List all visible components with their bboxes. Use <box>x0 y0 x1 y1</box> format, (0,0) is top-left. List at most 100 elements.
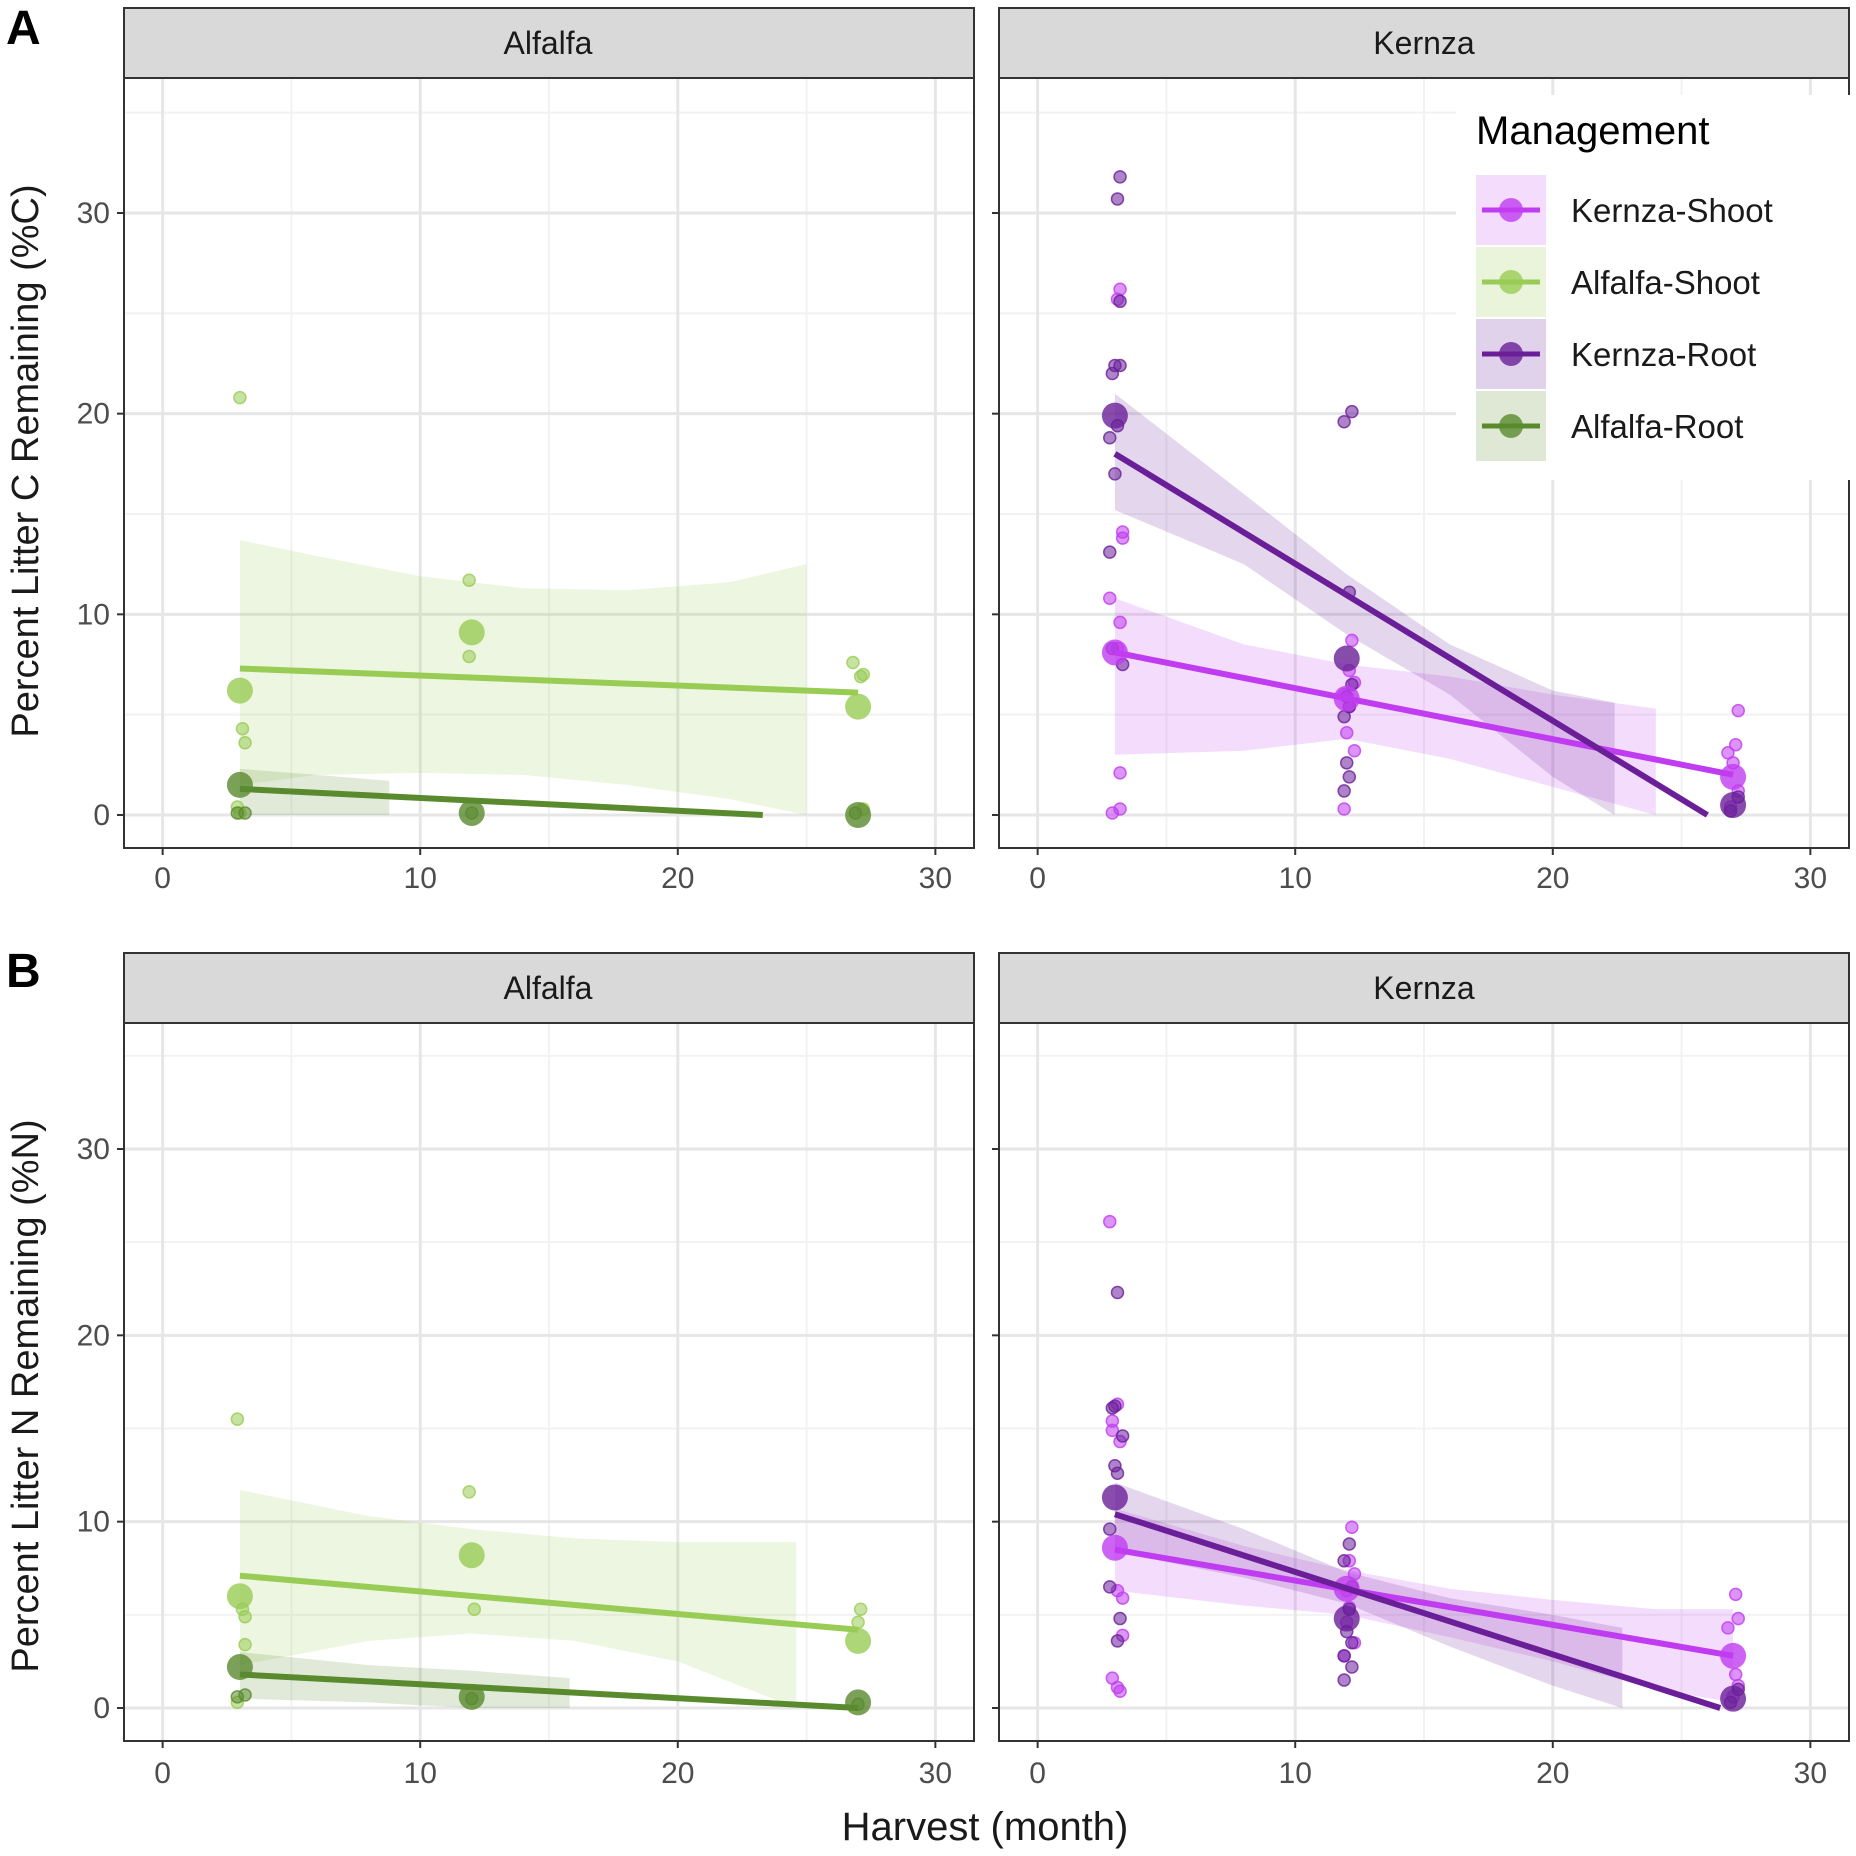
data-point-kernza-shoot <box>1105 1423 1120 1438</box>
mean-point-kernza-root <box>1101 402 1128 429</box>
mean-point-alfalfa-shoot <box>226 1583 253 1610</box>
mean-point-alfalfa-shoot <box>458 619 485 646</box>
y-tick-label: 20 <box>77 1319 110 1352</box>
data-point-kernza-shoot <box>1345 1520 1359 1535</box>
data-point-kernza-shoot <box>1115 1591 1130 1605</box>
data-point-kernza-root <box>1103 545 1117 559</box>
y-tick-label: 0 <box>93 799 110 832</box>
mean-point-alfalfa-root <box>226 771 253 798</box>
data-point-kernza-shoot <box>1728 1667 1743 1682</box>
mean-point-alfalfa-shoot <box>226 677 253 704</box>
panel-border-a-alfalfa <box>123 77 975 849</box>
mean-point-kernza-root <box>1720 1685 1747 1712</box>
mean-point-kernza-shoot <box>1720 1642 1747 1669</box>
data-point-alfalfa-shoot <box>235 721 250 736</box>
y-tick-label: 30 <box>77 1133 110 1166</box>
x-axis-title: Harvest (month) <box>842 1805 1129 1849</box>
data-point-kernza-root <box>1103 1522 1117 1536</box>
data-point-kernza-root <box>1337 414 1351 429</box>
panel-a-alfalfa: 0 10 20 30 0 10 20 30 <box>77 7 975 895</box>
x-tick-label: 30 <box>1794 862 1827 895</box>
data-point-alfalfa-shoot <box>853 1602 868 1616</box>
y-tick-label: 10 <box>77 1506 110 1539</box>
y-tick-label: 0 <box>93 1692 110 1725</box>
data-point-kernza-root <box>1113 358 1127 373</box>
mean-point-alfalfa-root <box>458 1683 485 1710</box>
data-point-kernza-root <box>1108 467 1122 481</box>
x-tick-label: 0 <box>1029 1757 1046 1790</box>
mean-point-kernza-shoot <box>1101 639 1128 666</box>
data-point-kernza-shoot <box>1728 1587 1743 1602</box>
mean-point-kernza-root <box>1333 1605 1360 1632</box>
data-point-kernza-root <box>1110 1285 1125 1300</box>
legend-title: Management <box>1476 109 1709 153</box>
x-tick-label: 10 <box>404 862 437 895</box>
mean-point-alfalfa-shoot <box>845 1627 872 1654</box>
strip-label-b-alfalfa: Alfalfa <box>504 970 593 1006</box>
data-point-alfalfa-shoot <box>233 390 247 405</box>
data-point-alfalfa-shoot <box>462 649 476 664</box>
mean-point-kernza-shoot <box>1101 1534 1128 1561</box>
x-tick-label: 10 <box>1279 1757 1312 1790</box>
fit-line-alfalfa-root <box>239 1671 859 1711</box>
legend-dot-kernza-root <box>1499 342 1523 366</box>
x-tick-label: 10 <box>1279 862 1312 895</box>
mean-point-kernza-root <box>1333 645 1360 672</box>
data-point-kernza-root <box>1337 1673 1351 1687</box>
mean-point-kernza-shoot <box>1333 685 1360 712</box>
data-point-kernza-root <box>1113 1611 1127 1626</box>
data-point-kernza-shoot <box>1113 1684 1127 1698</box>
data-point-alfalfa-shoot <box>462 1485 476 1499</box>
data-point-alfalfa-shoot <box>230 1412 245 1426</box>
panel-border-b-alfalfa <box>123 1022 975 1742</box>
mean-point-kernza-shoot <box>1720 763 1747 790</box>
data-point-kernza-root <box>1115 1429 1130 1443</box>
x-tick-label: 30 <box>919 862 952 895</box>
x-tick-label: 30 <box>919 1757 952 1790</box>
mean-point-alfalfa-shoot <box>845 693 872 720</box>
fit-line-kernza-root <box>1113 1511 1722 1711</box>
data-point-kernza-shoot <box>1113 615 1127 630</box>
mean-point-alfalfa-root <box>845 802 872 828</box>
strip-label-b-kernza: Kernza <box>1373 970 1475 1006</box>
panel-b-alfalfa: 0 10 20 30 0 10 20 30 <box>77 952 975 1790</box>
mean-point-kernza-root <box>1101 1484 1128 1511</box>
data-point-alfalfa-root <box>230 1690 245 1704</box>
panel-b-kernza: 0 10 20 30 <box>992 952 1850 1790</box>
fit-line-alfalfa-shoot <box>239 1572 859 1633</box>
y-tick-label: 30 <box>77 197 110 230</box>
x-tick-label: 10 <box>404 1757 437 1790</box>
data-point-kernza-root <box>1339 756 1354 770</box>
data-point-alfalfa-shoot <box>846 655 860 670</box>
data-point-kernza-shoot <box>1113 802 1127 816</box>
strip-a-alfalfa <box>123 7 975 79</box>
legend-label-alfalfa-shoot: Alfalfa-Shoot <box>1571 264 1760 301</box>
data-point-kernza-root <box>1110 192 1125 206</box>
legend-dot-kernza-shoot <box>1499 198 1523 222</box>
panel-border-b-kernza <box>998 1022 1850 1742</box>
mean-point-alfalfa-root <box>226 1654 253 1681</box>
panel-label-b: B <box>6 945 41 998</box>
data-point-kernza-root <box>1105 366 1120 381</box>
mean-point-alfalfa-root <box>845 1689 872 1716</box>
data-point-kernza-root <box>1337 709 1351 724</box>
fit-line-kernza-shoot <box>1114 1546 1734 1659</box>
x-tick-label: 20 <box>1536 1757 1569 1790</box>
data-point-alfalfa-shoot <box>238 1609 252 1624</box>
strip-b-alfalfa <box>123 952 975 1024</box>
legend-entry-alfalfa-root: Alfalfa-Root <box>1476 391 1743 461</box>
data-point-alfalfa-shoot <box>856 667 870 682</box>
fit-line-kernza-shoot <box>1114 649 1734 778</box>
data-point-kernza-shoot <box>1731 703 1745 718</box>
y-tick-label: 10 <box>77 598 110 631</box>
data-point-alfalfa-shoot <box>467 1602 482 1616</box>
data-point-kernza-shoot <box>1731 1611 1745 1626</box>
data-point-kernza-root <box>1105 1401 1120 1415</box>
strip-label-a-kernza: Kernza <box>1373 25 1475 61</box>
legend-dot-alfalfa-shoot <box>1499 270 1523 294</box>
data-point-kernza-shoot <box>1728 738 1743 752</box>
x-tick-label: 20 <box>1536 862 1569 895</box>
ci-ribbon-alfalfa-root <box>239 1652 570 1708</box>
legend-label-kernza-shoot: Kernza-Shoot <box>1571 192 1773 229</box>
